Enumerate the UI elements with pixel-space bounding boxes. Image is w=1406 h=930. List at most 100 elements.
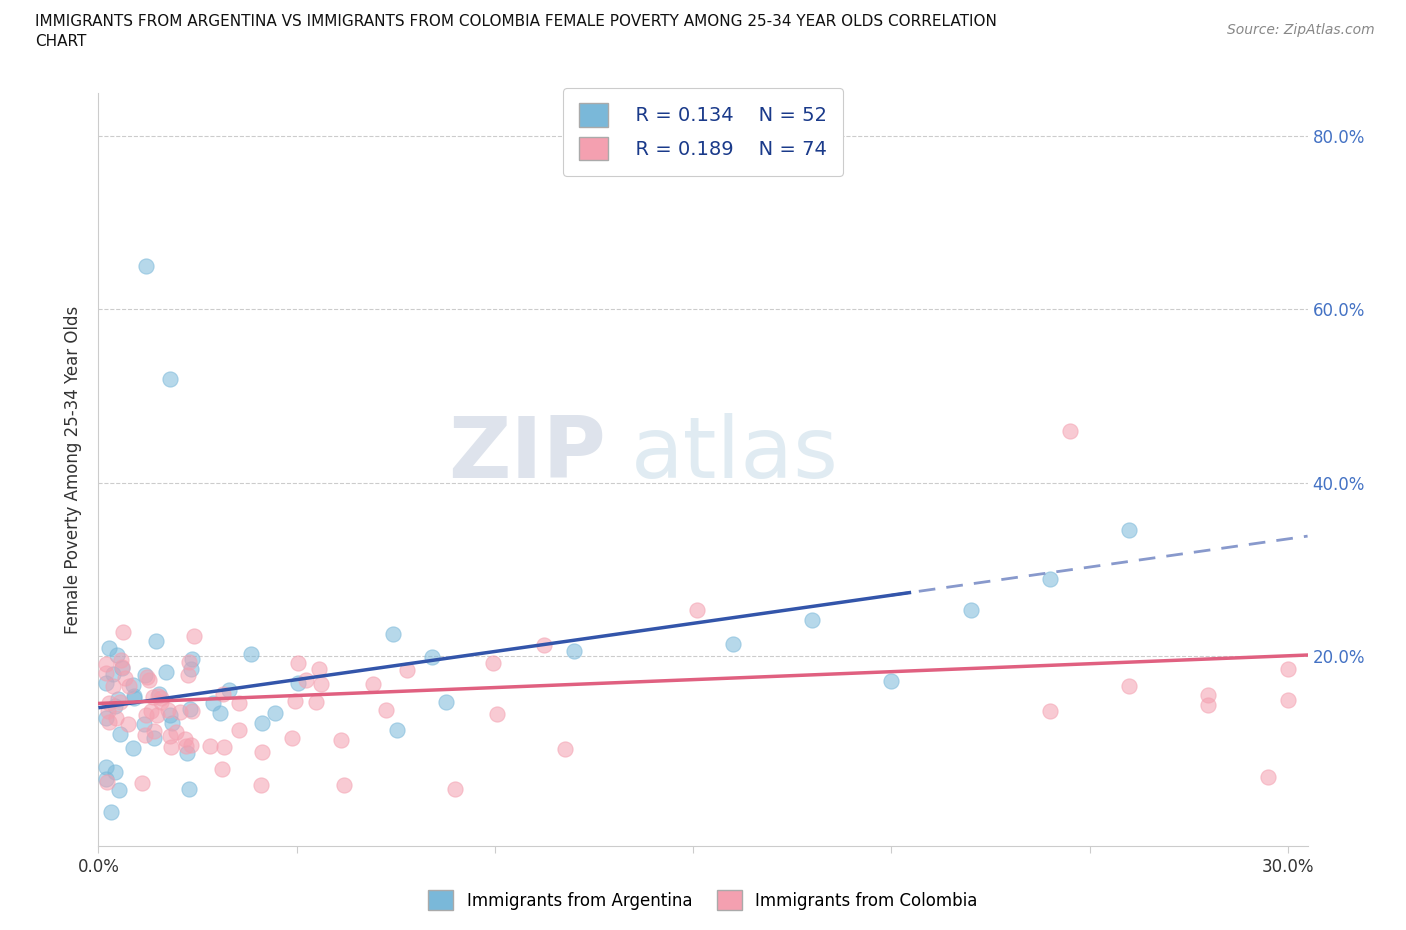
Point xyxy=(135,259,157,273)
Point xyxy=(1277,692,1299,707)
Text: atlas: atlas xyxy=(630,413,838,496)
Point xyxy=(96,665,118,680)
Point xyxy=(97,704,120,719)
Point xyxy=(305,695,328,710)
Point xyxy=(396,663,419,678)
Point xyxy=(181,704,204,719)
Point xyxy=(105,711,128,725)
Point xyxy=(880,674,903,689)
Point xyxy=(105,648,128,663)
Point xyxy=(139,704,162,719)
Point xyxy=(686,603,709,618)
Point xyxy=(174,739,197,754)
Point xyxy=(294,673,316,688)
Point xyxy=(97,641,120,656)
Point xyxy=(422,649,444,664)
Point xyxy=(103,667,125,682)
Point xyxy=(177,782,200,797)
Point xyxy=(135,670,157,684)
Point xyxy=(146,708,169,723)
Point xyxy=(150,695,173,710)
Point xyxy=(148,686,170,701)
Point xyxy=(200,738,222,753)
Point xyxy=(239,646,262,661)
Point xyxy=(159,708,181,723)
Point xyxy=(101,678,124,693)
Point xyxy=(329,733,352,748)
Point xyxy=(533,638,555,653)
Point xyxy=(138,672,160,687)
Y-axis label: Female Poverty Among 25-34 Year Olds: Female Poverty Among 25-34 Year Olds xyxy=(65,306,83,633)
Point xyxy=(179,702,201,717)
Point xyxy=(142,690,165,705)
Point xyxy=(156,702,179,717)
Point xyxy=(145,633,167,648)
Point xyxy=(100,804,122,819)
Point xyxy=(159,728,181,743)
Text: CHART: CHART xyxy=(35,34,87,49)
Point xyxy=(160,716,183,731)
Point xyxy=(177,655,200,670)
Point xyxy=(104,764,127,779)
Point xyxy=(181,652,204,667)
Point xyxy=(183,629,205,644)
Point xyxy=(1039,572,1062,587)
Point xyxy=(165,724,187,739)
Point xyxy=(160,739,183,754)
Point xyxy=(176,745,198,760)
Point xyxy=(212,686,235,701)
Point xyxy=(118,679,141,694)
Point xyxy=(250,777,273,792)
Point xyxy=(308,662,330,677)
Point xyxy=(1277,661,1299,676)
Point xyxy=(482,656,505,671)
Point xyxy=(361,676,384,691)
Point xyxy=(1118,679,1140,694)
Point xyxy=(486,706,509,721)
Point xyxy=(121,741,143,756)
Point xyxy=(177,668,200,683)
Point xyxy=(98,696,121,711)
Point xyxy=(143,724,166,738)
Point xyxy=(143,731,166,746)
Point xyxy=(96,772,118,787)
Point xyxy=(111,660,134,675)
Point xyxy=(134,668,156,683)
Point xyxy=(1059,423,1081,438)
Text: ZIP: ZIP xyxy=(449,413,606,496)
Point xyxy=(96,711,118,726)
Point xyxy=(150,691,173,706)
Point xyxy=(444,781,467,796)
Point xyxy=(218,683,240,698)
Point xyxy=(117,716,139,731)
Point xyxy=(252,745,274,760)
Point xyxy=(96,676,118,691)
Point xyxy=(97,714,120,729)
Text: Source: ZipAtlas.com: Source: ZipAtlas.com xyxy=(1227,23,1375,37)
Point xyxy=(107,783,129,798)
Point xyxy=(284,693,307,708)
Point xyxy=(250,715,273,730)
Point xyxy=(110,727,132,742)
Point xyxy=(228,723,250,737)
Point xyxy=(107,692,129,707)
Point xyxy=(281,731,304,746)
Point xyxy=(333,777,356,792)
Point xyxy=(112,625,135,640)
Text: IMMIGRANTS FROM ARGENTINA VS IMMIGRANTS FROM COLOMBIA FEMALE POVERTY AMONG 25-34: IMMIGRANTS FROM ARGENTINA VS IMMIGRANTS … xyxy=(35,14,997,29)
Point xyxy=(562,644,585,658)
Point xyxy=(96,760,118,775)
Point xyxy=(159,371,181,386)
Point xyxy=(180,737,202,752)
Point xyxy=(96,775,118,790)
Point xyxy=(287,655,309,670)
Point xyxy=(721,636,744,651)
Point xyxy=(385,723,408,737)
Point xyxy=(146,689,169,704)
Point xyxy=(131,776,153,790)
Legend: Immigrants from Argentina, Immigrants from Colombia: Immigrants from Argentina, Immigrants fr… xyxy=(422,884,984,917)
Point xyxy=(96,657,118,671)
Point xyxy=(155,665,177,680)
Point xyxy=(228,696,250,711)
Point xyxy=(1118,523,1140,538)
